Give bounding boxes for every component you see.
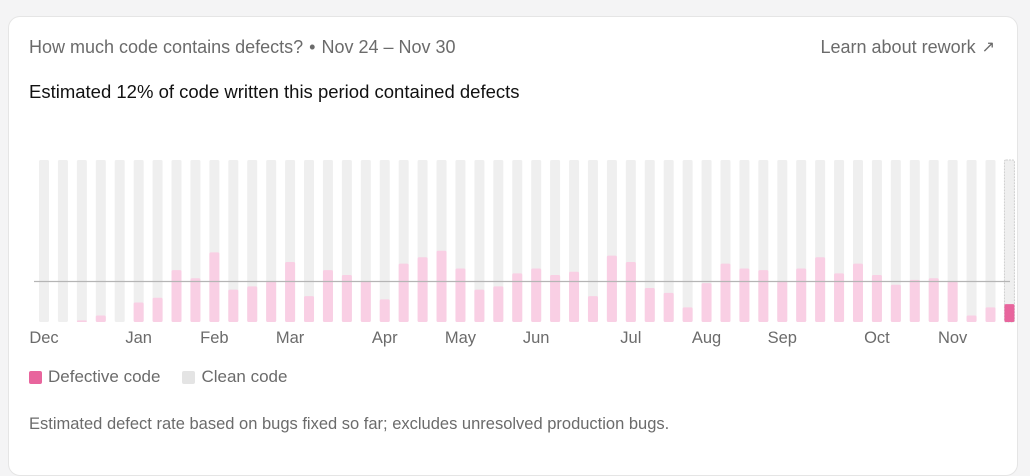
x-tick-label: Sep xyxy=(768,329,797,347)
learn-link-label: Learn about rework xyxy=(820,36,976,57)
defective-bar xyxy=(266,281,277,322)
clean-bar xyxy=(76,160,87,322)
defective-bar xyxy=(834,273,845,322)
defective-bar xyxy=(171,270,182,322)
clean-bar xyxy=(682,160,693,322)
defective-bar xyxy=(569,271,580,322)
defective-bar xyxy=(644,287,655,322)
x-tick-label: Dec xyxy=(29,329,58,347)
card-header: How much code contains defects? • Nov 24… xyxy=(29,35,995,59)
x-tick-label: Nov xyxy=(938,329,968,347)
defective-bar xyxy=(625,262,636,322)
headline: Estimated 12% of code written this perio… xyxy=(29,81,520,102)
defective-bar xyxy=(304,296,315,322)
defective-bar-current xyxy=(1004,304,1015,322)
defective-bar xyxy=(909,279,920,322)
clean-bar xyxy=(114,160,125,322)
defective-bar xyxy=(758,270,769,322)
clean-bar xyxy=(379,160,390,322)
defective-bar xyxy=(966,315,977,322)
defective-bar xyxy=(247,286,258,322)
defective-bar xyxy=(455,268,466,322)
defective-bar xyxy=(701,283,712,322)
x-tick-label: Jan xyxy=(125,329,152,347)
legend-item-clean[interactable]: Clean code xyxy=(182,367,287,387)
defective-bar xyxy=(890,284,901,322)
clean-bar xyxy=(133,160,144,322)
defective-bar xyxy=(341,275,352,322)
defective-bar xyxy=(228,289,239,322)
footnote: Estimated defect rate based on bugs fixe… xyxy=(29,415,670,433)
clean-bar xyxy=(1003,159,1015,323)
legend-swatch-defective xyxy=(29,370,42,384)
defective-bar xyxy=(815,257,826,322)
x-tick-label: Oct xyxy=(864,329,890,347)
defective-bar xyxy=(985,307,996,322)
defective-bar xyxy=(512,273,523,322)
defective-bar xyxy=(152,297,163,322)
defective-bar xyxy=(436,250,447,322)
defective-bar xyxy=(190,278,201,322)
defective-bar xyxy=(796,268,807,322)
legend-item-defective[interactable]: Defective code xyxy=(29,367,160,387)
legend-swatch-clean xyxy=(182,370,196,384)
defective-bar xyxy=(474,289,485,322)
question-text: How much code contains defects? xyxy=(29,36,304,57)
defective-bar xyxy=(777,281,788,322)
defective-bar xyxy=(682,307,693,322)
defective-bar xyxy=(379,299,390,322)
defective-bar xyxy=(360,281,371,322)
defective-bar xyxy=(720,263,731,322)
defective-bar xyxy=(133,302,144,322)
defective-bar xyxy=(663,292,674,322)
learn-about-rework-link[interactable]: Learn about rework ↗ xyxy=(821,37,996,58)
defective-bar xyxy=(95,315,106,322)
defective-bar xyxy=(417,257,428,322)
period-text: Nov 24 – Nov 30 xyxy=(321,36,456,57)
clean-bar xyxy=(95,160,106,322)
card-title: How much code contains defects? • Nov 24… xyxy=(29,37,456,58)
defective-bar xyxy=(928,278,939,322)
x-tick-label: May xyxy=(445,329,477,347)
clean-bar xyxy=(57,160,68,322)
clean-bar xyxy=(39,160,49,322)
defective-bar xyxy=(606,255,617,322)
defective-bar xyxy=(739,268,750,322)
arrow-up-right-icon: ↗ xyxy=(981,39,995,56)
defective-bar xyxy=(322,270,333,322)
defective-bar xyxy=(285,262,296,322)
defective-bar xyxy=(209,252,220,322)
defective-bar xyxy=(871,275,882,322)
x-tick-label: Jul xyxy=(620,329,641,347)
defective-bar xyxy=(587,296,598,322)
defective-bar xyxy=(550,275,561,322)
title-separator: • xyxy=(309,36,316,57)
x-tick-label: Feb xyxy=(200,329,228,347)
legend-label-clean: Clean code xyxy=(201,367,288,386)
legend-label-defective: Defective code xyxy=(48,367,161,386)
clean-bar xyxy=(966,160,977,322)
x-tick-label: Mar xyxy=(276,329,305,347)
defective-bar xyxy=(493,286,504,322)
defective-bar xyxy=(398,263,409,322)
x-tick-label: Apr xyxy=(372,329,398,347)
defective-bar xyxy=(76,320,87,322)
chart-legend: Defective code Clean code xyxy=(29,367,287,387)
clean-bar xyxy=(985,160,996,322)
defective-bar xyxy=(531,268,542,322)
defective-bar xyxy=(947,281,958,322)
x-tick-label: Jun xyxy=(523,329,550,347)
x-tick-label: Aug xyxy=(692,329,721,347)
defect-rate-chart: Dec Jan Feb Mar Apr May Jun Jul Aug Sep Oct Nov xyxy=(29,159,1015,347)
defective-bar xyxy=(852,263,863,322)
